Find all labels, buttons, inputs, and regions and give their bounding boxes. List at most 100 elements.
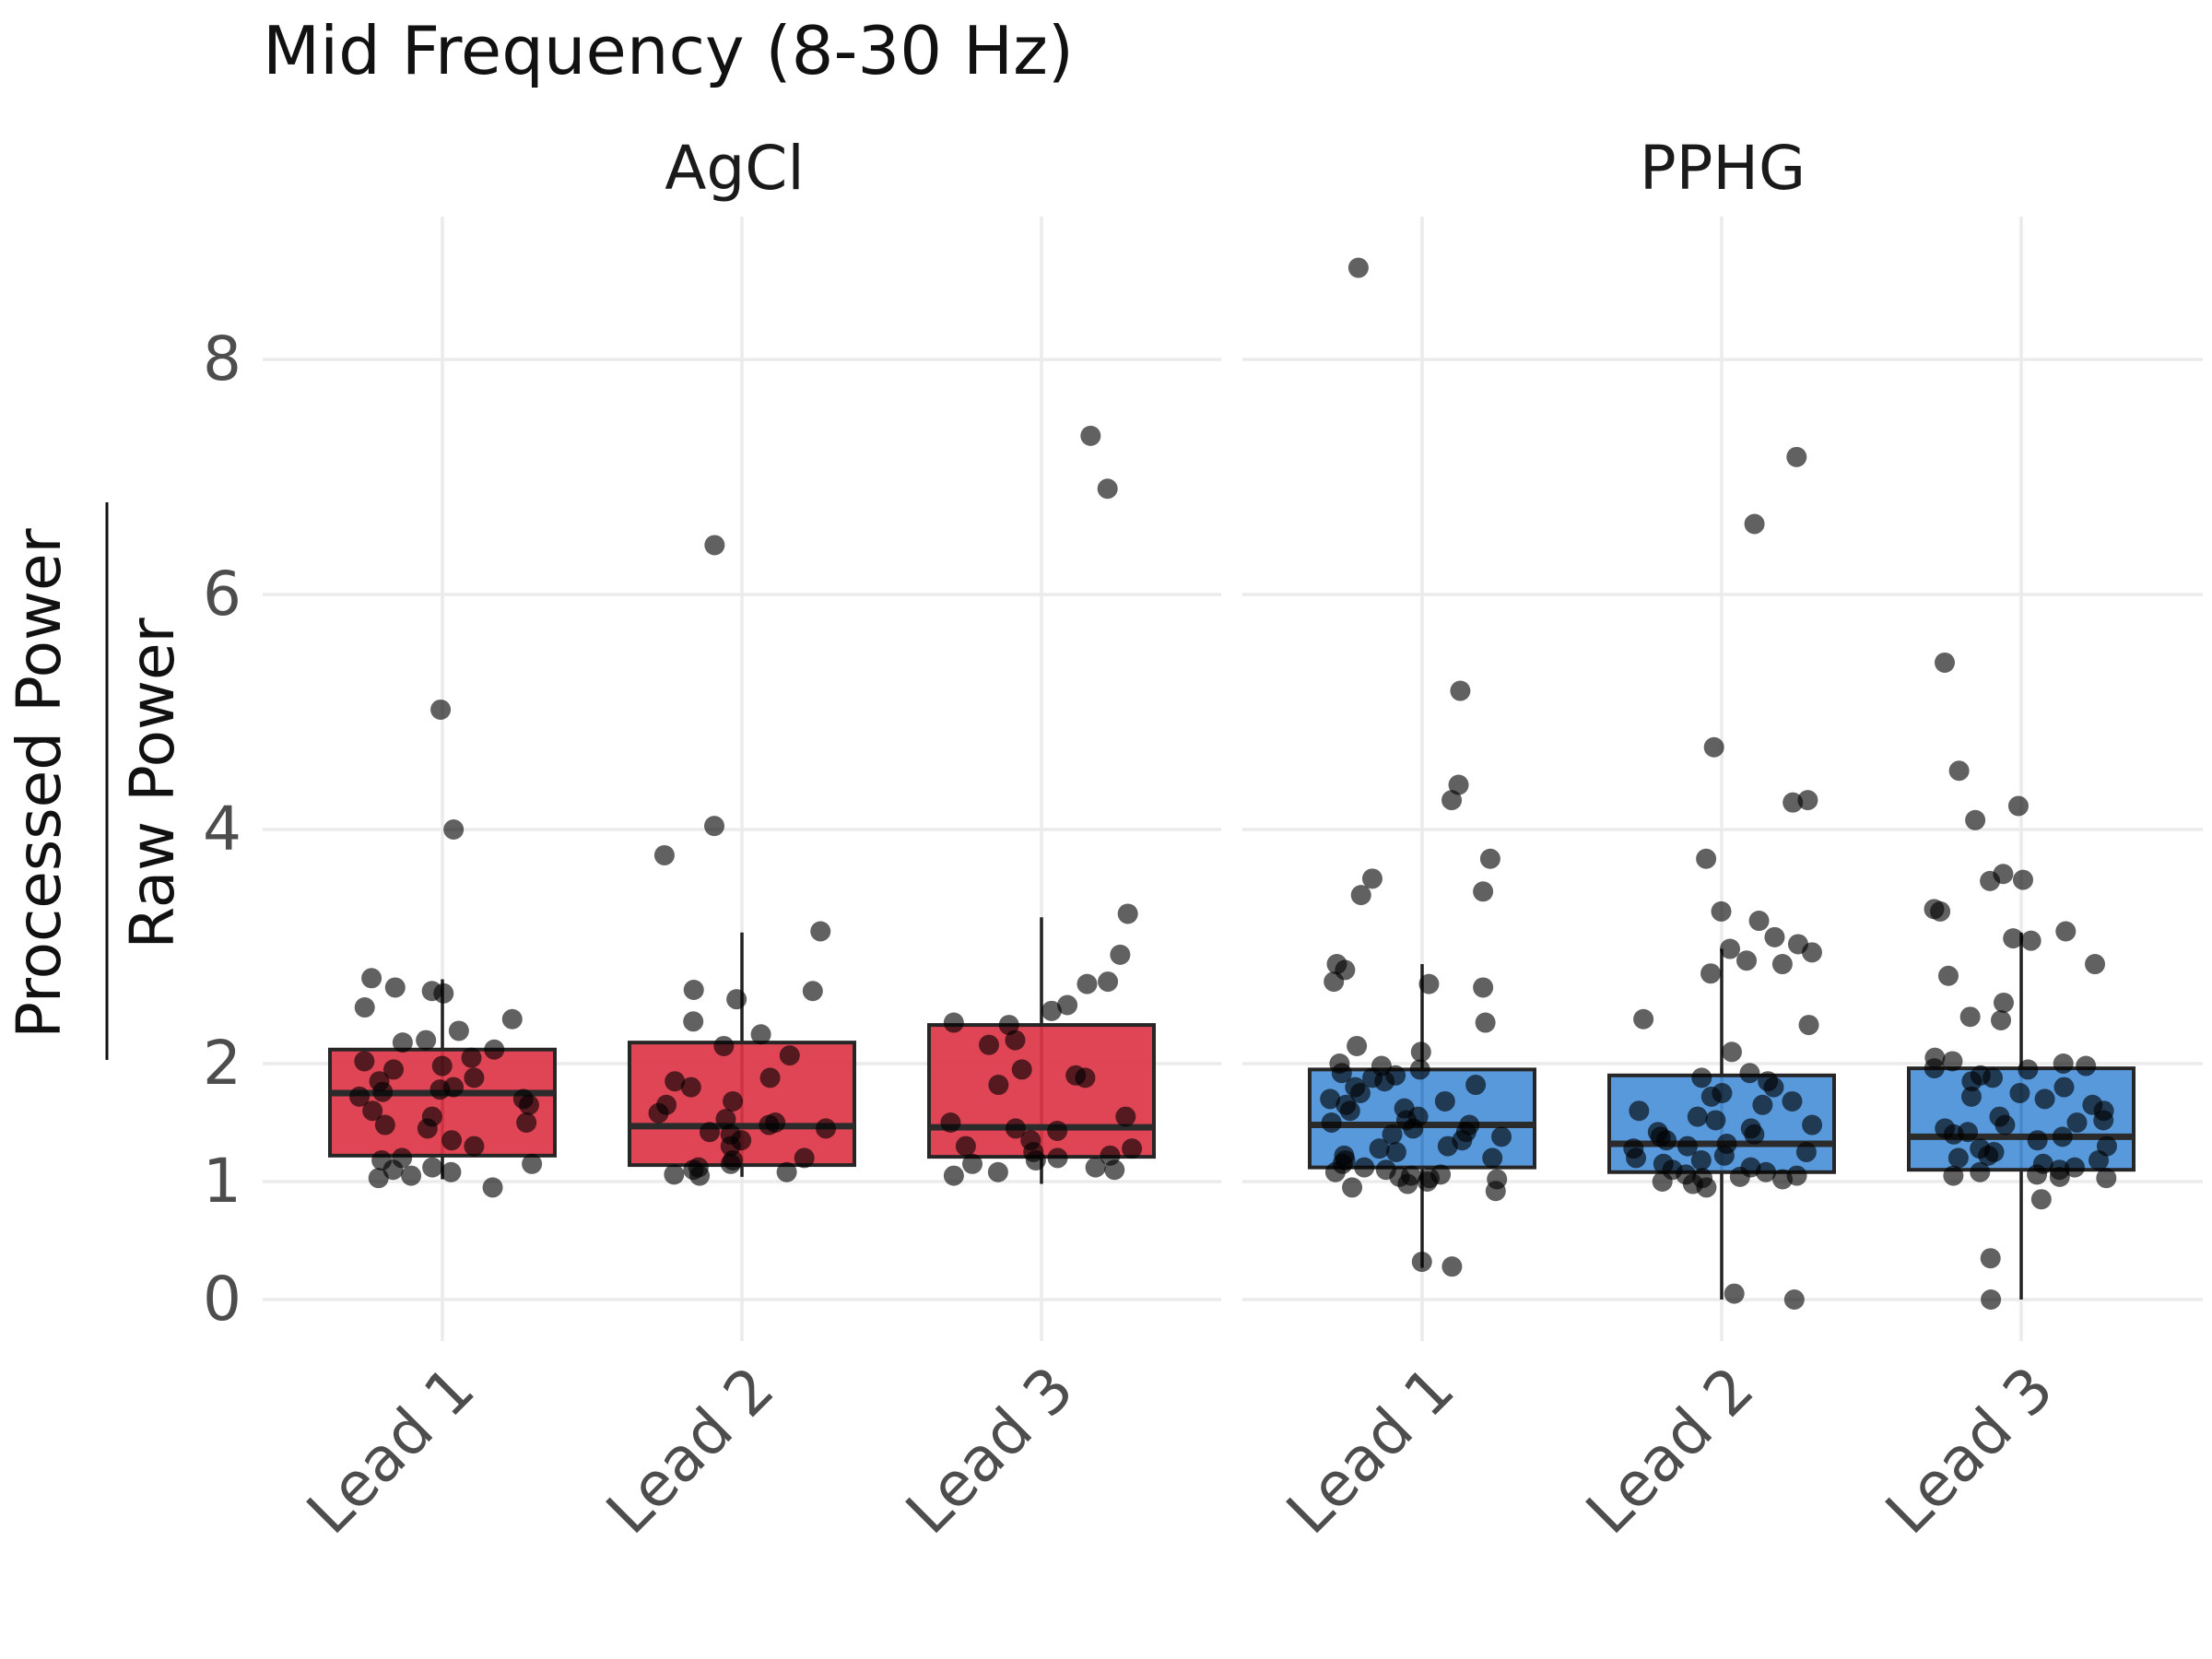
data-point: [1331, 1063, 1352, 1084]
data-point: [1991, 1010, 2012, 1031]
data-point: [1772, 1169, 1794, 1190]
data-point: [2076, 1055, 2097, 1077]
data-point: [1397, 1173, 1418, 1194]
data-point: [1411, 1252, 1432, 1273]
data-point: [1705, 1110, 1726, 1131]
data-point: [1482, 1147, 1503, 1169]
data-point: [1696, 1177, 1717, 1198]
y-tick-label: 4: [203, 794, 241, 865]
data-point: [776, 1161, 797, 1182]
data-point: [368, 1168, 389, 1189]
data-point: [1450, 680, 1471, 701]
data-point: [1075, 1067, 1096, 1088]
data-point: [955, 1135, 976, 1157]
data-point: [1752, 1094, 1773, 1115]
data-point: [1965, 809, 1986, 830]
y-tick-label: 6: [203, 559, 241, 629]
data-point: [1924, 1058, 1945, 1079]
data-point: [2052, 1126, 2073, 1147]
data-point: [943, 1012, 964, 1033]
data-point: [1437, 1135, 1458, 1157]
data-point: [1122, 1138, 1143, 1159]
data-point: [1677, 1135, 1698, 1157]
data-point: [1005, 1118, 1026, 1139]
data-point: [998, 1015, 1019, 1036]
data-point: [2007, 795, 2029, 817]
box-lead-1: Lead 1: [1273, 257, 1536, 1547]
data-point: [1802, 1114, 1823, 1135]
box-lead-3: Lead 3: [1872, 652, 2136, 1547]
data-point: [1011, 1059, 1032, 1080]
data-point: [750, 1024, 771, 1045]
data-point: [1041, 1000, 1062, 1021]
data-point: [1980, 870, 2001, 891]
data-point: [372, 1081, 394, 1102]
data-point: [1959, 1006, 1981, 1028]
data-point: [1080, 425, 1101, 446]
data-point: [422, 1157, 443, 1178]
data-point: [2018, 1059, 2039, 1080]
data-point: [433, 982, 454, 1004]
data-point: [354, 997, 375, 1018]
data-point: [2027, 1164, 2048, 1185]
data-point: [1374, 1071, 1395, 1092]
data-point: [2027, 1130, 2048, 1151]
data-point: [1771, 954, 1793, 975]
data-point: [2066, 1112, 2088, 1133]
data-point: [1801, 942, 1822, 963]
data-point: [759, 1114, 780, 1135]
data-point: [2003, 928, 2024, 949]
data-point: [1960, 1086, 1982, 1107]
data-point: [2065, 1157, 2086, 1178]
box-lead-2: Lead 2: [593, 535, 856, 1547]
data-point: [1703, 736, 1724, 758]
data-point: [1783, 1289, 1805, 1310]
data-point: [988, 1075, 1009, 1096]
data-point: [2093, 1110, 2114, 1131]
data-point: [1696, 848, 1717, 869]
data-point: [1942, 1051, 1963, 1072]
data-point: [1047, 1147, 1068, 1169]
data-point: [1005, 1030, 1026, 1051]
data-point: [2049, 1166, 2070, 1187]
data-point: [1729, 1166, 1750, 1187]
data-point: [1110, 944, 1131, 965]
data-point: [518, 1094, 539, 1115]
data-point: [943, 1165, 964, 1186]
data-point: [1349, 1083, 1371, 1103]
data-point: [1409, 1059, 1430, 1080]
data-point: [501, 1008, 523, 1030]
data-point: [1117, 903, 1138, 924]
data-point: [1795, 1142, 1817, 1162]
data-point: [1369, 1138, 1390, 1159]
data-point: [1025, 1149, 1046, 1171]
data-point: [1783, 792, 1804, 813]
data-point: [1465, 1075, 1487, 1096]
data-point: [522, 1153, 543, 1174]
data-point: [1115, 1106, 1136, 1127]
data-point: [1700, 1086, 1722, 1107]
data-point: [362, 1100, 383, 1122]
data-point: [1047, 1120, 1068, 1141]
x-tick-label: Lead 3: [1872, 1353, 2066, 1547]
x-tick-label: Lead 1: [293, 1353, 488, 1547]
data-point: [683, 979, 704, 1000]
data-point: [383, 1059, 405, 1080]
y-tick-label: 0: [203, 1264, 241, 1335]
data-point: [680, 1077, 701, 1098]
data-point: [464, 1067, 485, 1088]
data-point: [1104, 1159, 1125, 1181]
data-point: [361, 968, 382, 989]
facet-strip-label: PPHG: [1640, 133, 1806, 204]
data-point: [1691, 1067, 1712, 1088]
data-point: [1347, 257, 1369, 278]
data-point: [1983, 1067, 2004, 1088]
data-point: [441, 1130, 463, 1151]
data-point: [1724, 1283, 1745, 1304]
data-point: [794, 1147, 815, 1169]
data-point: [1687, 1106, 1708, 1127]
box-lead-1: Lead 1: [293, 699, 557, 1547]
data-point: [354, 1051, 375, 1072]
data-point: [1782, 1090, 1803, 1112]
